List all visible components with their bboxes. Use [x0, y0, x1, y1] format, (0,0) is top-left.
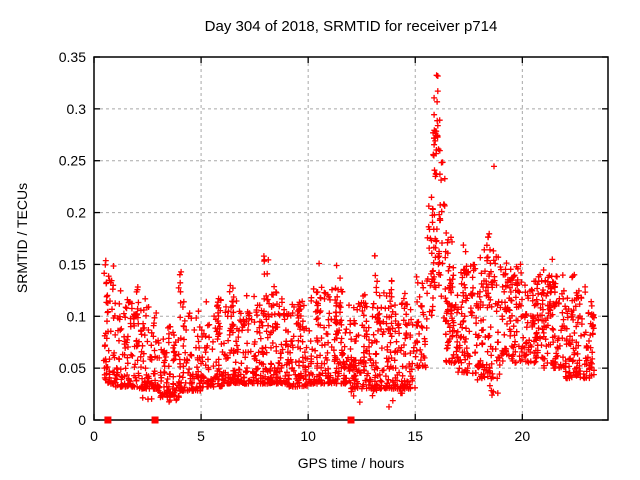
x-tick-label: 10	[300, 428, 316, 444]
x-tick-label: 15	[407, 428, 423, 444]
x-tick-label: 20	[515, 428, 531, 444]
y-tick-label: 0.1	[67, 308, 87, 324]
axis-ticks	[93, 56, 608, 421]
zero-square-marker	[347, 416, 355, 424]
y-tick-label: 0.2	[67, 205, 87, 221]
y-tick-label: 0	[78, 412, 86, 428]
axis-tick-labels: 0 5 10 15 20 0 0.05 0.1 0.15 0.2 0.25 0.3 0.35	[59, 49, 531, 444]
x-tick-label: 5	[197, 428, 205, 444]
data-points-plus-markers	[100, 72, 597, 410]
zero-value-square-markers	[104, 416, 355, 424]
y-tick-label: 0.15	[59, 256, 86, 272]
chart-title: Day 304 of 2018, SRMTID for receiver p71…	[205, 18, 498, 35]
y-tick-label: 0.35	[59, 49, 86, 65]
y-tick-label: 0.05	[59, 360, 86, 376]
x-axis-label: GPS time / hours	[298, 455, 405, 471]
zero-square-marker	[104, 416, 112, 424]
zero-square-marker	[151, 416, 159, 424]
x-tick-label: 0	[90, 428, 98, 444]
y-axis-label: SRMTID / TECUs	[14, 183, 30, 293]
y-tick-label: 0.3	[67, 101, 87, 117]
y-tick-label: 0.25	[59, 153, 86, 169]
